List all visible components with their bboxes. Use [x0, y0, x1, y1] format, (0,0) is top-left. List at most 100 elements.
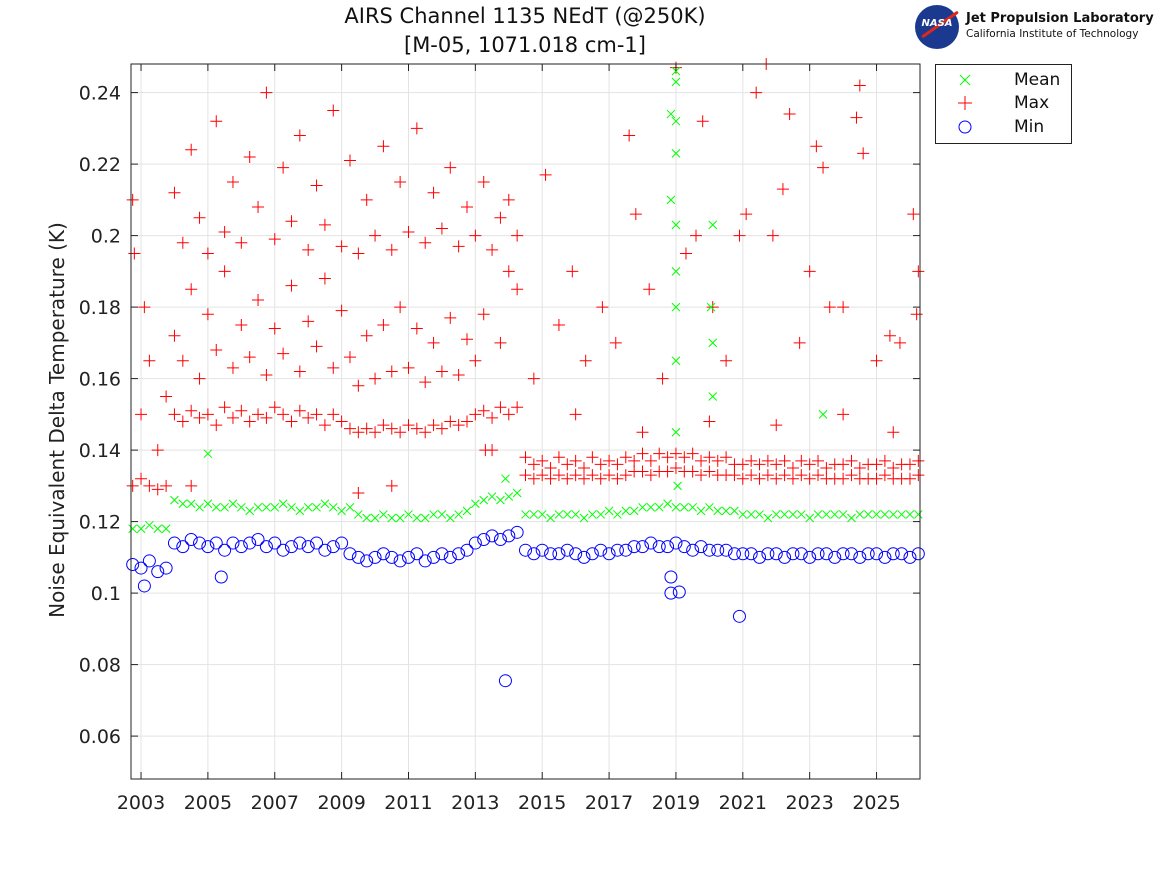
min-point: [672, 585, 686, 599]
max-point: [619, 451, 632, 464]
max-point: [360, 329, 373, 342]
max-point: [193, 372, 206, 385]
min-point: [493, 532, 507, 546]
max-point: [837, 408, 850, 421]
max-point: [812, 454, 825, 467]
max-point: [377, 419, 390, 432]
min-point: [627, 540, 641, 554]
max-point: [335, 240, 348, 253]
y-tick-label: 0.16: [79, 369, 121, 391]
mean-point: [412, 513, 422, 523]
max-point: [138, 301, 151, 314]
max-point: [776, 183, 789, 196]
max-point: [135, 472, 148, 485]
max-point: [770, 458, 783, 471]
max-point: [243, 351, 256, 364]
min-point: [443, 550, 457, 564]
min-point: [234, 540, 248, 554]
x-tick-label: 2007: [251, 792, 299, 814]
mean-point: [195, 502, 204, 512]
mean-point: [420, 513, 430, 523]
max-point: [327, 361, 340, 374]
max-point: [168, 408, 181, 421]
mean-point: [437, 510, 447, 519]
data-marks: [126, 58, 925, 688]
max-point: [335, 304, 348, 317]
max-point: [611, 458, 624, 471]
max-point: [460, 201, 473, 213]
jpl-subtitle: California Institute of Technology: [966, 28, 1139, 40]
max-point: [419, 236, 432, 249]
max-point: [703, 415, 716, 428]
max-point: [561, 458, 574, 471]
mean-point: [818, 409, 828, 419]
x-marker-icon: [959, 74, 971, 86]
max-point: [893, 336, 906, 349]
max-point: [469, 229, 482, 242]
max-point: [870, 472, 883, 485]
max-point: [193, 411, 206, 424]
max-point: [318, 218, 331, 231]
max-point: [268, 233, 281, 246]
max-point: [128, 247, 141, 260]
max-point: [679, 247, 692, 260]
max-point: [126, 479, 139, 492]
max-point: [817, 161, 830, 174]
mean-point: [713, 506, 723, 516]
max-point: [778, 454, 791, 467]
mean-point: [706, 302, 716, 312]
max-point: [252, 293, 265, 306]
max-point: [435, 222, 448, 235]
min-point: [460, 543, 474, 557]
max-point: [318, 272, 331, 285]
x-tick-label: 2023: [785, 792, 833, 814]
x-tick-label: 2009: [317, 792, 365, 814]
mean-point: [445, 513, 455, 523]
min-point: [761, 547, 775, 561]
max-point: [629, 208, 642, 221]
min-point: [259, 540, 273, 554]
min-point: [786, 547, 800, 561]
mean-point: [295, 506, 305, 516]
max-point: [327, 408, 340, 421]
min-point: [498, 674, 512, 688]
min-point: [418, 554, 432, 568]
y-tick-label: 0.24: [79, 83, 121, 105]
min-point: [803, 550, 817, 564]
mean-point: [387, 513, 397, 523]
mean-point: [487, 492, 497, 501]
mean-point: [186, 499, 196, 509]
min-point: [184, 532, 198, 546]
max-point: [226, 411, 239, 424]
mean-point: [671, 502, 681, 512]
max-point: [293, 365, 306, 378]
min-point: [577, 550, 591, 564]
max-point: [143, 479, 156, 492]
plot-frame: [130, 63, 921, 780]
max-point: [912, 469, 925, 482]
max-point: [619, 469, 632, 482]
max-point: [410, 122, 423, 135]
max-point: [469, 408, 482, 421]
max-point: [218, 265, 231, 278]
mean-point: [546, 513, 555, 523]
min-point: [664, 586, 678, 600]
jpl-name: Jet Propulsion Laboratory: [966, 11, 1154, 26]
legend-item-max: Max: [936, 92, 1071, 114]
min-point: [610, 543, 624, 557]
max-point: [720, 451, 733, 464]
mean-point: [872, 510, 881, 519]
max-point: [210, 344, 223, 356]
max-point: [352, 487, 365, 499]
max-point: [740, 208, 753, 221]
max-point: [578, 472, 591, 485]
max-point: [837, 472, 850, 485]
min-point: [664, 570, 678, 584]
min-point: [368, 550, 382, 564]
min-point: [686, 543, 700, 557]
min-point: [836, 547, 850, 561]
max-point: [887, 461, 900, 474]
mean-point: [479, 495, 489, 505]
plus-marker-icon: [958, 96, 972, 110]
x-tick-label: 2013: [451, 792, 499, 814]
